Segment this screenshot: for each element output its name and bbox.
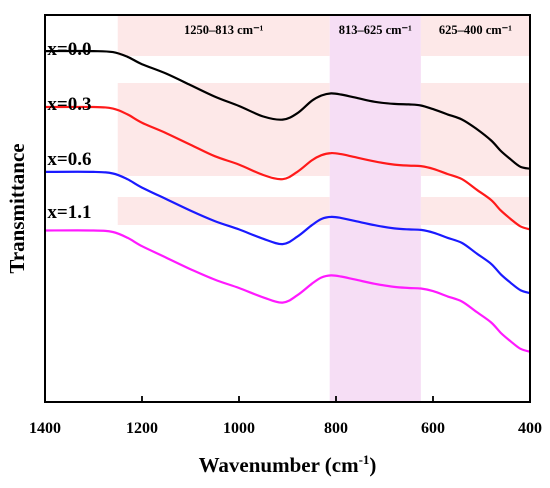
x-tick-label: 800	[324, 420, 348, 437]
y-axis-title: Transmittance	[5, 143, 29, 273]
region-band-2-1	[329, 15, 421, 402]
region-band-1-1	[117, 15, 330, 56]
series-label-2: x=0.3	[47, 94, 91, 115]
series-line-2	[44, 105, 531, 231]
plot-frame	[44, 14, 531, 403]
series-line-4	[44, 229, 531, 353]
region-label-1: 1250–813 cm⁻¹	[184, 23, 264, 37]
highlight-regions	[117, 15, 530, 402]
x-tick-label: 600	[421, 420, 445, 437]
region-label-3: 625–400 cm⁻¹	[439, 23, 512, 37]
series-label-3: x=0.6	[47, 149, 91, 170]
region-band-1-2	[117, 83, 330, 176]
x-tick-label: 1200	[126, 420, 158, 437]
region-band-1-3	[117, 197, 330, 225]
x-tick-label: 1000	[223, 420, 255, 437]
series-line-1	[44, 49, 531, 170]
x-tick-label: 1400	[29, 420, 61, 437]
region-label-2: 813–625 cm⁻¹	[339, 23, 412, 37]
x-tick-label: 400	[518, 420, 542, 437]
series-label-4: x=1.1	[47, 202, 91, 223]
region-band-3-1	[420, 15, 530, 56]
series-label-1: x=0.0	[47, 39, 91, 60]
x-axis-ticks: 1400 1200 1000 800 600 400	[29, 396, 542, 437]
region-labels: 1250–813 cm⁻¹ 813–625 cm⁻¹ 625–400 cm⁻¹	[184, 23, 512, 37]
x-axis-title: Wavenumber (cm-1)	[199, 452, 377, 477]
series-labels: x=0.0 x=0.3 x=0.6 x=1.1	[47, 39, 91, 223]
series-lines	[44, 49, 531, 353]
series-line-3	[44, 170, 531, 295]
